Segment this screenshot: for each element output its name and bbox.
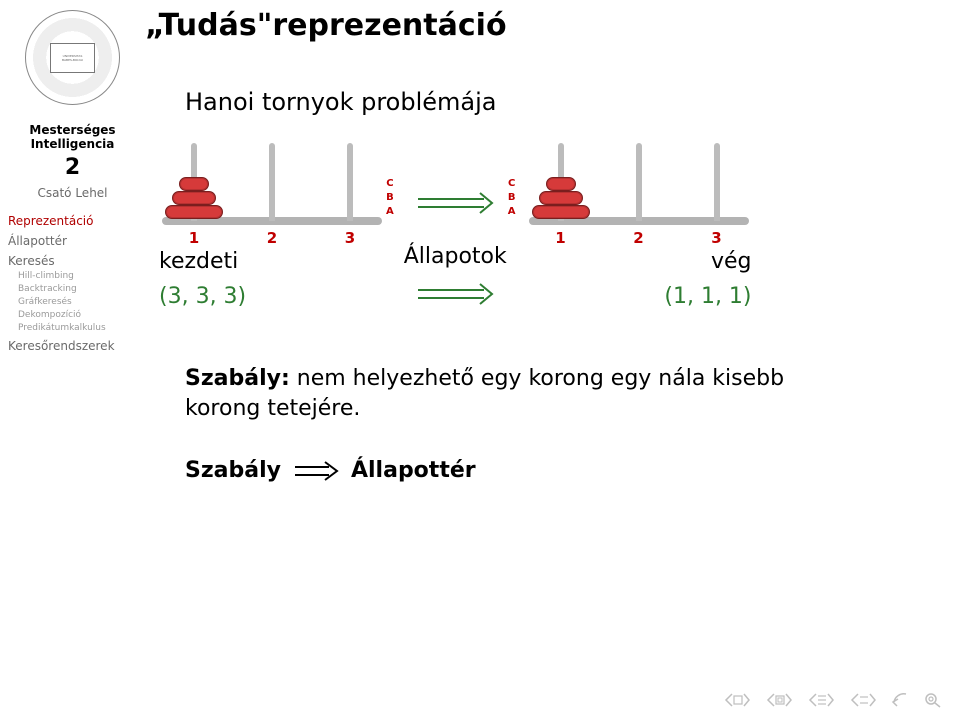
lecture-number: 2	[8, 155, 137, 180]
course-title-1: Mesterséges	[8, 123, 137, 137]
hanoi-peg	[522, 136, 600, 231]
sidebar-nav: Reprezentáció Állapottér Keresés Hill-climb…	[8, 214, 137, 353]
nav-appendix-icon[interactable]	[848, 692, 876, 708]
peg-number: 3	[311, 229, 389, 247]
course-title-2: Intelligencia	[8, 137, 137, 151]
sidebar-subitem[interactable]: Hill-climbing	[18, 271, 137, 281]
hanoi-peg	[155, 136, 233, 231]
double-arrow-icon	[410, 279, 500, 309]
rule-text: Szabály: nem helyezhető egy korong egy n…	[185, 364, 930, 423]
state-caption-left: kezdeti	[159, 249, 238, 274]
hanoi-right: CBA 123 vég (1, 1, 1)	[511, 136, 756, 309]
author: Csató Lehel	[8, 186, 137, 200]
sidebar-item[interactable]: Reprezentáció	[8, 214, 137, 228]
implication-row: Szabály Állapottér	[185, 458, 930, 483]
transition-column: Állapotok	[404, 188, 507, 309]
hanoi-peg	[311, 136, 389, 231]
beamer-navbar	[722, 692, 942, 708]
page-title: „Tudás"reprezentáció	[145, 8, 930, 43]
nav-search-icon[interactable]	[924, 692, 942, 708]
nav-back-icon[interactable]	[890, 692, 910, 708]
sidebar-item[interactable]: Keresőrendszerek	[8, 339, 137, 353]
hanoi-peg	[678, 136, 756, 231]
rule-line1: nem helyezhető egy korong egy nála kiseb…	[290, 366, 784, 391]
rule-line2: korong tetejére.	[185, 396, 360, 421]
disk-labels-right: CBA	[508, 136, 516, 231]
state-caption-right: vég	[711, 249, 752, 274]
sidebar-subitem[interactable]: Dekompozíció	[18, 310, 137, 320]
implication-left: Szabály	[185, 458, 281, 483]
disk-label: C	[508, 177, 515, 191]
state-tuple-left: (3, 3, 3)	[159, 284, 246, 309]
sidebar-subitem[interactable]: Gráfkeresés	[18, 297, 137, 307]
double-arrow-icon	[410, 188, 500, 218]
hanoi-disk	[539, 191, 583, 205]
hanoi-disk	[165, 205, 223, 219]
implies-arrow-icon	[291, 460, 341, 482]
university-seal: UNIVERSITASBABES-BOLYAI	[25, 10, 120, 105]
hanoi-disk	[179, 177, 209, 191]
hanoi-disk	[172, 191, 216, 205]
disk-label: A	[508, 205, 516, 219]
hanoi-peg	[233, 136, 311, 231]
page-subtitle: Hanoi tornyok problémája	[185, 88, 930, 116]
peg-number: 1	[155, 229, 233, 247]
peg-number: 2	[600, 229, 678, 247]
peg-number: 2	[233, 229, 311, 247]
seal-inner: UNIVERSITASBABES-BOLYAI	[50, 43, 95, 73]
sidebar-item[interactable]: Keresés	[8, 254, 137, 268]
transition-label: Állapotok	[404, 244, 507, 269]
disk-label: B	[508, 191, 516, 205]
hanoi-disk	[532, 205, 590, 219]
hanoi-figure: CBA 123 kezdeti (3, 3, 3) Állapotok CBA	[155, 136, 930, 309]
hanoi-disk	[546, 177, 576, 191]
course-block: Mesterséges Intelligencia 2 Csató Lehel	[8, 123, 137, 200]
state-tuple-right: (1, 1, 1)	[664, 284, 751, 309]
hanoi-peg	[600, 136, 678, 231]
sidebar-subitem[interactable]: Backtracking	[18, 284, 137, 294]
peg-number: 3	[678, 229, 756, 247]
rule-prefix: Szabály:	[185, 366, 290, 391]
nav-section-icon[interactable]	[806, 692, 834, 708]
sidebar-item[interactable]: Állapottér	[8, 234, 137, 248]
nav-subsection-icon[interactable]	[764, 692, 792, 708]
peg-numbers-left: 123	[155, 229, 389, 247]
nav-frame-icon[interactable]	[722, 692, 750, 708]
peg-numbers-right: 123	[522, 229, 756, 247]
peg-number: 1	[522, 229, 600, 247]
sidebar-subitem[interactable]: Predikátumkalkulus	[18, 323, 137, 333]
hanoi-left: CBA 123 kezdeti (3, 3, 3)	[155, 136, 400, 309]
implication-right: Állapottér	[351, 458, 476, 483]
